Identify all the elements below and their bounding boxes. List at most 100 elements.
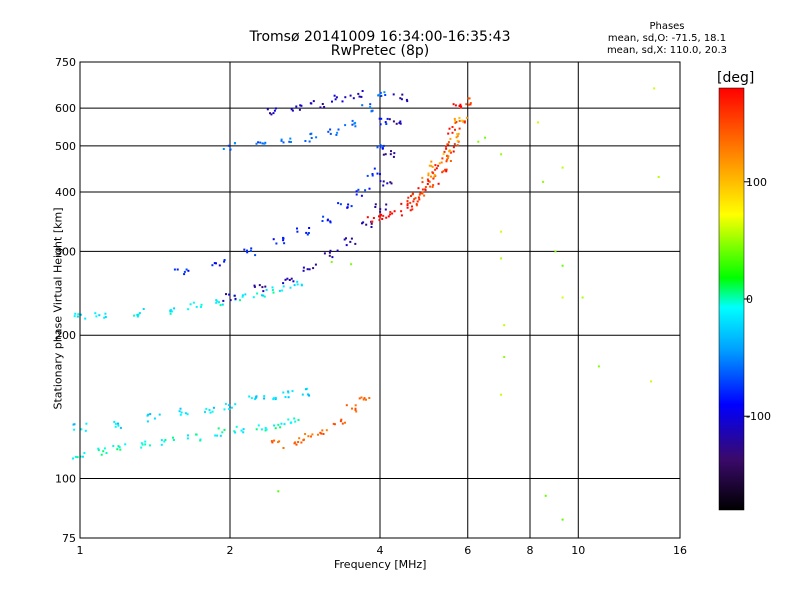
data-point — [427, 174, 430, 177]
data-point — [173, 268, 176, 271]
data-point — [305, 231, 308, 234]
data-point — [136, 313, 139, 316]
data-point — [448, 150, 451, 153]
data-point — [317, 433, 319, 436]
data-point — [180, 411, 183, 414]
data-point — [240, 429, 243, 432]
data-point — [302, 269, 305, 272]
data-point — [346, 206, 349, 209]
data-point — [383, 91, 386, 94]
data-point — [395, 122, 398, 125]
x-tick-label: 10 — [571, 544, 585, 557]
data-point — [392, 155, 395, 158]
data-point — [449, 151, 452, 154]
data-point — [291, 109, 294, 112]
x-tick-label: 8 — [527, 544, 534, 557]
y-tick-label: 500 — [55, 140, 76, 153]
data-point — [384, 153, 387, 156]
data-point — [336, 249, 339, 252]
data-point — [304, 433, 307, 435]
data-point — [280, 422, 283, 425]
data-point — [223, 408, 226, 411]
data-point — [440, 161, 443, 164]
data-point — [500, 257, 503, 260]
data-point — [169, 312, 172, 315]
data-point — [273, 424, 276, 427]
data-point — [360, 396, 363, 399]
data-point — [100, 453, 103, 456]
data-point — [147, 413, 150, 416]
data-point — [113, 420, 116, 423]
data-point — [278, 440, 281, 443]
data-point — [433, 174, 436, 176]
data-point — [290, 421, 293, 424]
data-point — [597, 365, 600, 368]
data-point — [252, 296, 255, 299]
data-point — [434, 164, 437, 167]
data-point — [215, 262, 217, 265]
data-point — [79, 455, 82, 458]
data-point — [308, 140, 311, 143]
data-point — [112, 445, 115, 447]
data-point — [458, 105, 461, 107]
plot-frame — [79, 61, 681, 539]
data-point — [263, 142, 266, 145]
data-point — [186, 413, 189, 416]
data-point — [456, 135, 459, 138]
data-point — [133, 314, 136, 317]
data-point — [384, 94, 387, 96]
data-point — [291, 390, 294, 393]
grid-lines — [79, 61, 681, 539]
data-point — [399, 122, 402, 125]
data-point — [382, 180, 385, 183]
x-tick-labels: 1 2 4 6 8 10 16 — [77, 544, 688, 557]
data-point — [351, 119, 354, 122]
data-point — [385, 123, 388, 125]
colorbar-tick-label: -100 — [746, 410, 771, 423]
data-point — [333, 423, 336, 426]
data-point — [426, 183, 429, 185]
data-point — [308, 394, 311, 397]
data-point — [410, 195, 412, 197]
data-point — [213, 262, 216, 265]
data-point — [437, 182, 440, 185]
data-point — [445, 170, 448, 173]
data-point — [345, 404, 348, 407]
colorbar-label: [deg] — [717, 70, 755, 86]
data-point — [185, 268, 188, 271]
data-point — [301, 393, 304, 396]
data-point — [393, 210, 396, 213]
data-point — [217, 427, 220, 430]
data-point — [248, 395, 251, 398]
data-point — [118, 446, 121, 449]
data-point — [192, 301, 195, 304]
data-point — [500, 153, 503, 156]
data-point — [153, 417, 156, 420]
data-point — [347, 203, 350, 206]
data-point — [136, 315, 139, 318]
data-point — [438, 162, 441, 165]
data-point — [390, 150, 392, 153]
data-point — [357, 188, 360, 191]
data-point — [274, 396, 277, 399]
data-point — [333, 94, 336, 97]
data-point — [119, 448, 122, 451]
data-point — [334, 98, 337, 101]
data-point — [379, 146, 382, 149]
data-point — [542, 180, 545, 183]
data-point — [411, 205, 413, 208]
data-point — [370, 226, 373, 228]
data-point — [253, 284, 256, 287]
data-point — [102, 450, 105, 453]
data-point — [354, 121, 357, 124]
data-point — [80, 313, 82, 316]
data-point — [306, 268, 309, 271]
data-point — [81, 455, 84, 458]
data-point — [331, 100, 333, 103]
data-point — [273, 109, 276, 112]
data-point — [389, 213, 392, 216]
data-point — [400, 202, 403, 205]
data-point — [389, 153, 392, 156]
data-point — [351, 123, 354, 126]
data-point — [270, 113, 273, 116]
